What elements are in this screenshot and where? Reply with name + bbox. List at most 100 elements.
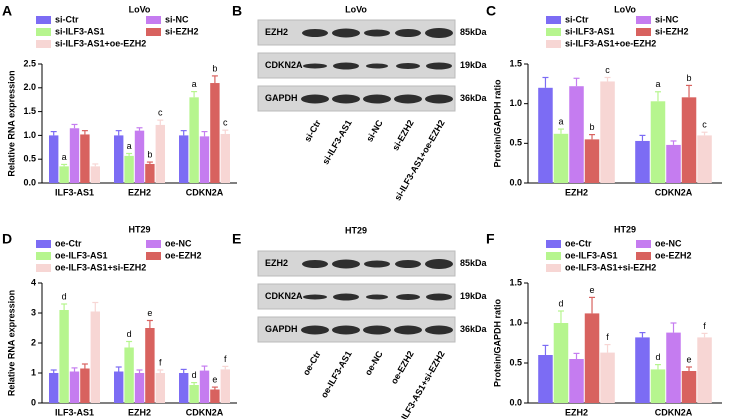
blot-band: [426, 293, 452, 301]
bar: [189, 385, 199, 403]
blot-band: [366, 63, 388, 69]
bar: [635, 140, 650, 183]
legend-label: oe-EZH2: [165, 250, 202, 260]
legend-swatch: [636, 252, 651, 260]
y-tick-label: 0.0: [509, 177, 522, 187]
legend-label: si-EZH2: [655, 26, 689, 36]
blot-band: [363, 325, 391, 335]
lane-label: oe-NC: [363, 349, 385, 377]
bar: [90, 166, 100, 183]
lane-label: si-ILF3-AS1: [320, 118, 353, 166]
blot-band: [302, 29, 328, 37]
size-label: 19kDa: [460, 291, 488, 301]
y-tick-label: 1.5: [509, 58, 522, 68]
bar: [538, 87, 553, 183]
legend-label: si-ILF3-AS1+oe-EZH2: [55, 38, 146, 48]
panel-letter: C: [486, 3, 496, 19]
x-tick-label: EZH2: [128, 407, 151, 417]
lane-label: si-NC: [364, 118, 385, 144]
blot-band: [364, 260, 390, 268]
blot-band: [301, 325, 329, 335]
size-label: 85kDa: [460, 258, 488, 268]
bar: [584, 313, 600, 403]
legend-label: si-EZH2: [165, 26, 199, 36]
blot-band: [395, 260, 421, 268]
y-tick-label: 2: [31, 337, 36, 347]
legend-label: si-NC: [655, 14, 679, 24]
legend-label: oe-NC: [165, 238, 192, 248]
significance-letter: a: [62, 152, 67, 162]
protein-label: GAPDH: [265, 93, 298, 103]
blot-band: [333, 293, 359, 301]
bar: [697, 135, 712, 183]
lane-label: oe-ILF3-AS1: [319, 349, 354, 399]
significance-letter: d: [62, 291, 67, 301]
bar: [553, 323, 569, 403]
panel-letter: A: [2, 3, 12, 19]
significance-letter: b: [590, 122, 595, 132]
bar: [59, 310, 69, 403]
legend-swatch: [546, 240, 561, 248]
legend-swatch: [36, 40, 51, 48]
size-label: 36kDa: [460, 93, 488, 103]
bar: [124, 347, 134, 403]
bar: [69, 371, 80, 403]
significance-letter: f: [606, 332, 609, 342]
blot-title: HT29: [345, 225, 367, 235]
significance-letter: e: [687, 354, 692, 364]
bar: [220, 369, 230, 403]
bar: [650, 369, 666, 403]
legend-swatch: [146, 16, 161, 24]
y-tick-label: 1: [31, 367, 36, 377]
legend-swatch: [146, 252, 161, 260]
y-axis-label: Protein/GAPDH ratio: [492, 298, 502, 387]
bar: [538, 355, 553, 403]
bar: [681, 371, 697, 403]
bar: [179, 373, 189, 403]
protein-label: EZH2: [265, 27, 288, 37]
bar: [199, 136, 210, 183]
x-tick-label: CDKN2A: [655, 187, 693, 197]
significance-letter: d: [558, 298, 563, 308]
x-tick-label: CDKN2A: [186, 407, 224, 417]
bar: [134, 130, 145, 183]
blot-band: [303, 294, 327, 300]
y-tick-label: 4: [31, 277, 36, 287]
bar: [114, 135, 124, 183]
blot-band: [396, 63, 420, 69]
bar: [584, 139, 600, 183]
y-tick-label: 1.0: [509, 98, 522, 108]
bar: [179, 135, 189, 183]
protein-label: CDKN2A: [265, 291, 303, 301]
legend-label: si-Ctr: [55, 14, 79, 24]
legend-swatch: [146, 240, 161, 248]
chart-title: LoVo: [129, 4, 151, 14]
legend-swatch: [36, 16, 51, 24]
blot-band: [303, 63, 327, 69]
bar: [69, 128, 80, 183]
blot-band: [333, 62, 359, 70]
bar: [80, 134, 90, 183]
x-tick-label: ILF3-AS1: [55, 187, 94, 197]
significance-letter: d: [127, 329, 132, 339]
significance-letter: e: [147, 308, 152, 318]
legend-swatch: [636, 240, 651, 248]
significance-letter: b: [687, 73, 692, 83]
y-tick-label: 2.5: [23, 58, 36, 68]
bar: [59, 166, 69, 183]
legend-swatch: [546, 28, 561, 36]
legend-label: oe-Ctr: [565, 238, 592, 248]
x-tick-label: EZH2: [565, 407, 588, 417]
bar: [569, 359, 584, 403]
blot-band: [425, 28, 453, 38]
bar: [697, 337, 712, 403]
bar: [600, 81, 615, 183]
chart-title: HT29: [614, 224, 636, 234]
bar: [49, 135, 59, 183]
significance-letter: a: [127, 141, 132, 151]
y-tick-label: 0.0: [23, 177, 36, 187]
x-tick-label: CDKN2A: [655, 407, 693, 417]
lane-label: si-EZH2: [390, 118, 415, 152]
legend-label: oe-Ctr: [55, 238, 82, 248]
